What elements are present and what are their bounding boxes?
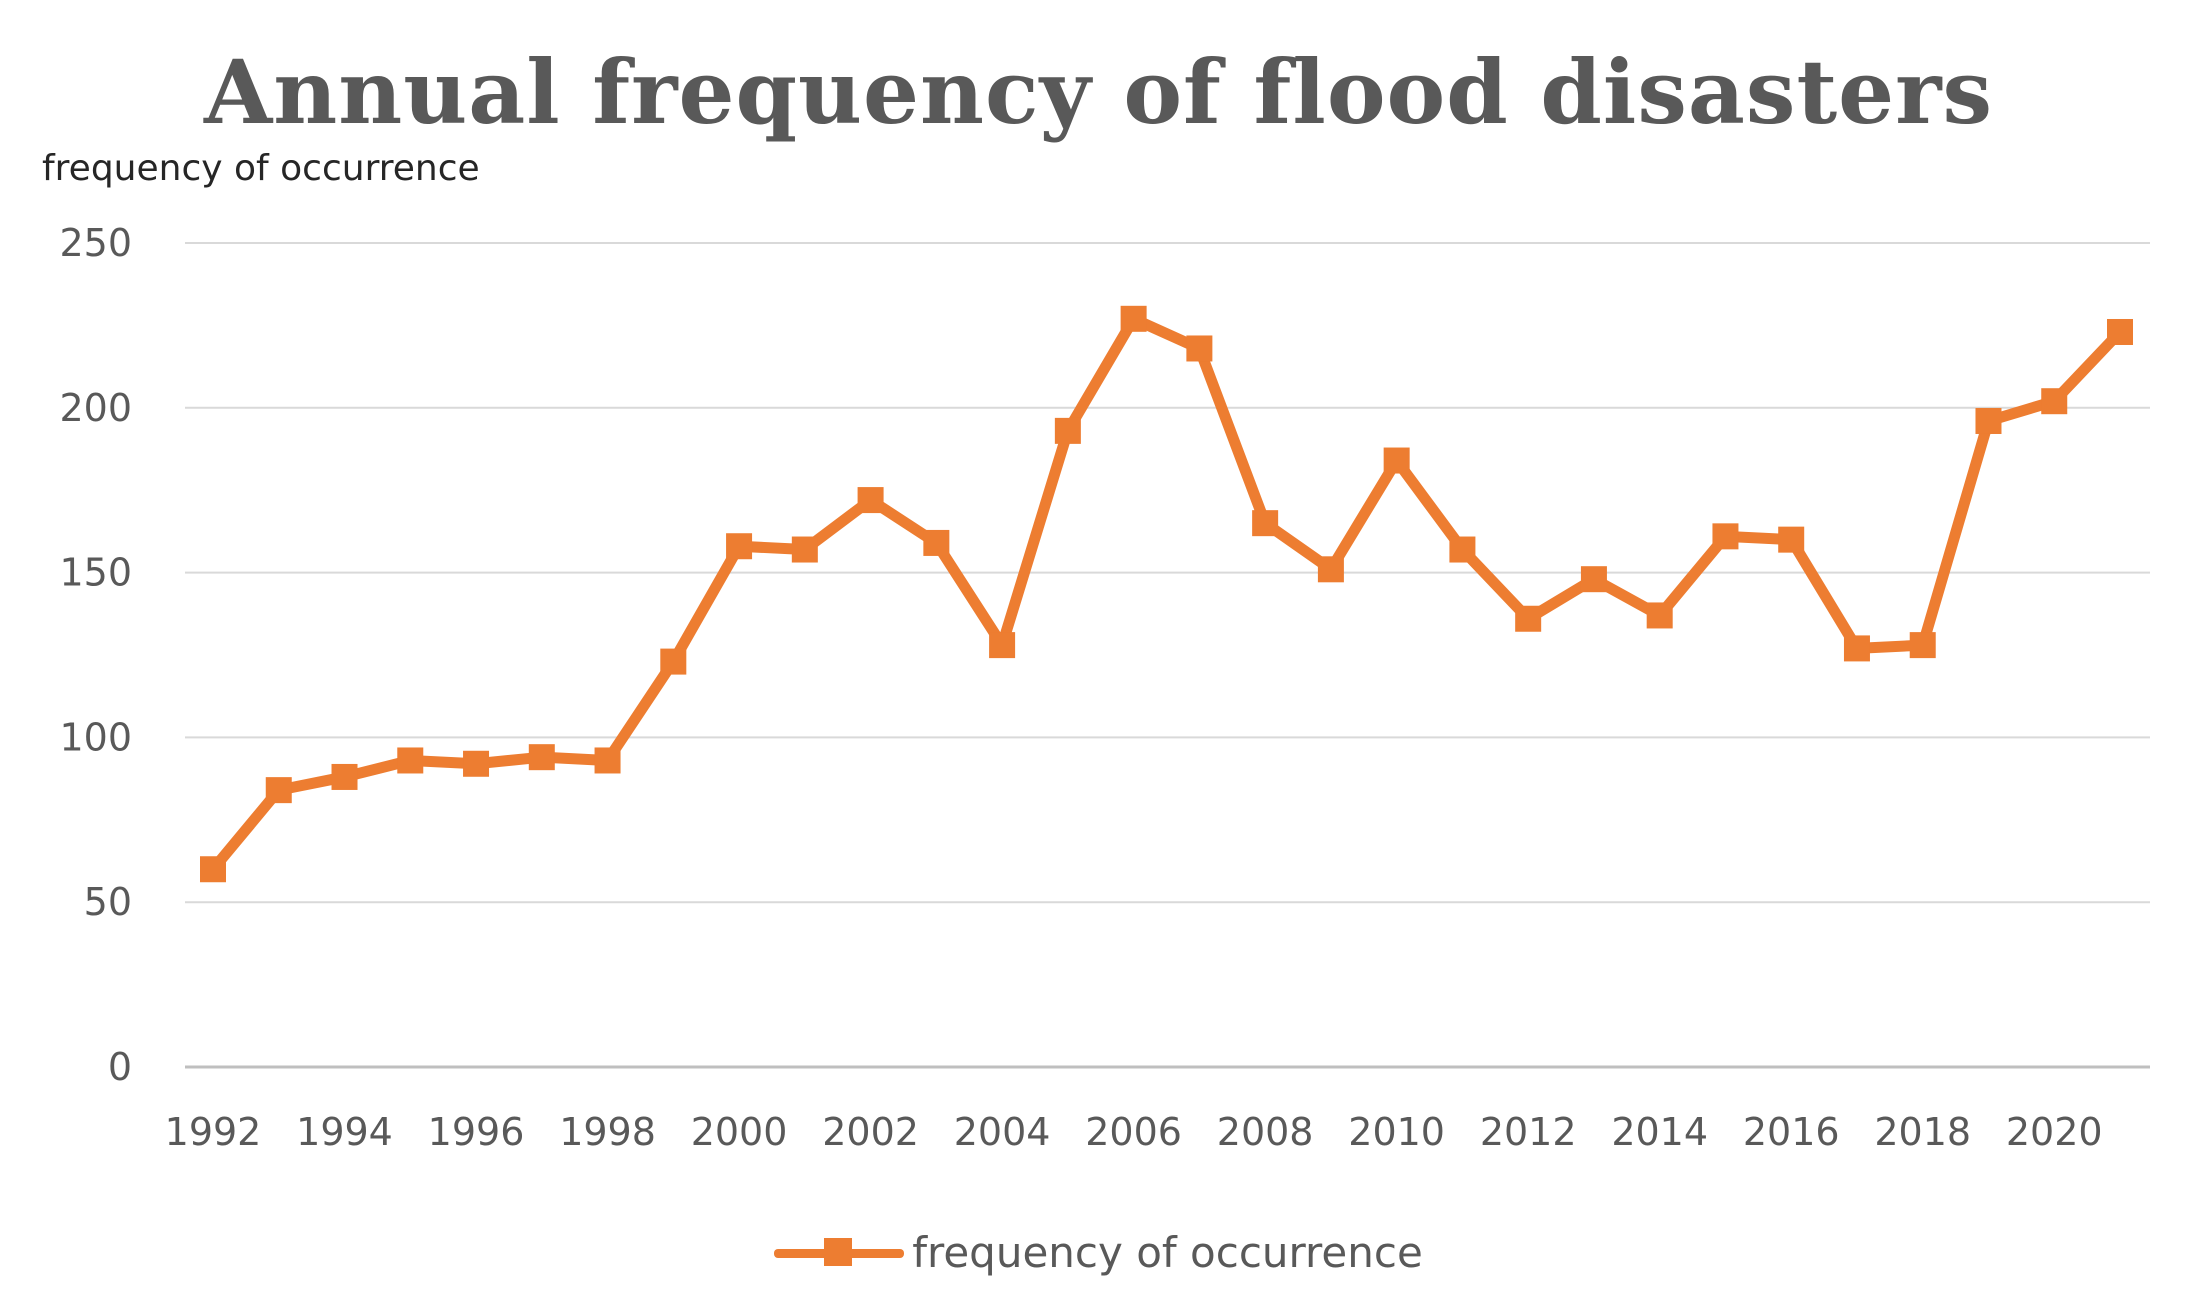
data-point <box>1120 305 1147 332</box>
data-point <box>1449 536 1476 563</box>
data-point <box>1186 335 1213 362</box>
y-tick-label: 150 <box>59 551 132 595</box>
data-point <box>594 747 621 774</box>
data-point <box>200 856 226 883</box>
legend: frequency of occurrence <box>0 1225 2197 1277</box>
legend-label: frequency of occurrence <box>912 1228 1423 1277</box>
legend-swatch <box>774 1237 905 1268</box>
x-tick-label: 2016 <box>1743 1110 1840 1154</box>
data-point <box>1054 417 1081 444</box>
x-tick-label: 1994 <box>296 1110 393 1154</box>
data-point <box>1778 526 1805 553</box>
data-point <box>726 533 753 560</box>
data-point <box>463 750 490 777</box>
y-tick-label: 50 <box>84 880 132 924</box>
data-point <box>1712 523 1739 550</box>
x-tick-label: 1996 <box>428 1110 525 1154</box>
series-line <box>207 313 2126 875</box>
data-point <box>791 536 818 563</box>
data-point <box>1580 566 1607 593</box>
data-point <box>528 744 555 771</box>
x-tick-label: 1992 <box>165 1110 262 1154</box>
data-point <box>857 487 884 514</box>
x-tick-label: 2006 <box>1085 1110 1182 1154</box>
data-point <box>331 763 358 790</box>
data-point <box>1317 556 1344 583</box>
y-tick-label: 200 <box>59 386 132 430</box>
x-tick-label: 2008 <box>1217 1110 1314 1154</box>
y-tick-label: 250 <box>59 221 132 265</box>
data-point <box>923 529 950 556</box>
x-tick-label: 2018 <box>1874 1110 1971 1154</box>
data-point <box>1975 407 2002 434</box>
data-point <box>989 632 1016 659</box>
x-tick-label: 2020 <box>2006 1110 2103 1154</box>
x-tick-label: 2000 <box>691 1110 788 1154</box>
y-axis-label: frequency of occurrence <box>42 148 480 189</box>
data-point <box>1515 605 1542 632</box>
x-tick-label: 1998 <box>559 1110 656 1154</box>
y-tick-label: 100 <box>59 715 132 759</box>
x-tick-label: 2012 <box>1480 1110 1577 1154</box>
data-point <box>2041 388 2068 415</box>
x-tick-label: 2014 <box>1611 1110 1708 1154</box>
x-tick-label: 2002 <box>822 1110 919 1154</box>
data-point <box>1646 602 1673 629</box>
data-point <box>2107 318 2133 345</box>
data-point <box>1252 510 1279 537</box>
data-point <box>1909 632 1936 659</box>
x-tick-label: 2004 <box>954 1110 1051 1154</box>
chart-title: Annual frequency of flood disasters <box>204 40 1993 144</box>
data-point <box>660 648 687 675</box>
y-tick-label: 0 <box>108 1045 132 1089</box>
x-tick-label: 2010 <box>1348 1110 1445 1154</box>
data-point <box>265 777 292 804</box>
data-point <box>1843 635 1870 662</box>
data-point <box>1383 447 1410 474</box>
data-point <box>397 747 424 774</box>
